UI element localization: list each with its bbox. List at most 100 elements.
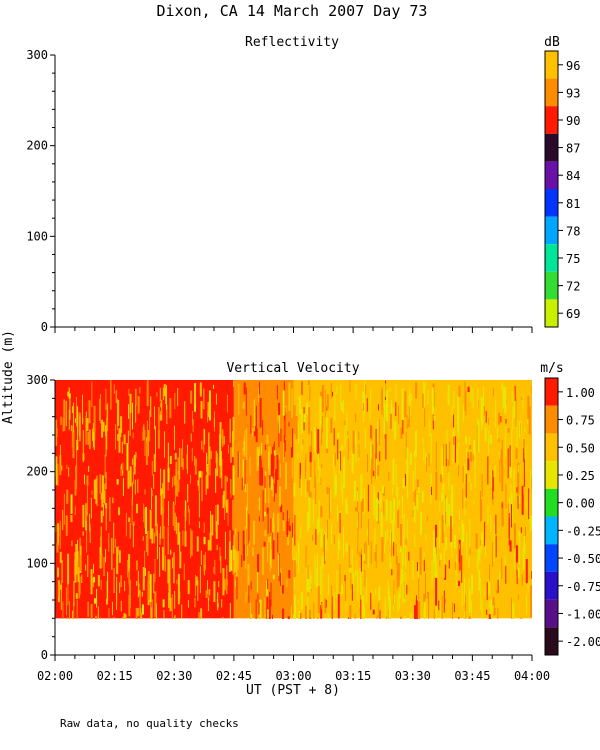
- velocity-cell: [237, 532, 239, 551]
- velocity-cell: [291, 457, 293, 479]
- velocity-cell: [422, 393, 425, 409]
- velocity-cell: [395, 464, 397, 497]
- velocity-cell: [65, 617, 67, 619]
- velocity-cell: [59, 551, 62, 563]
- velocity-cell: [67, 579, 69, 606]
- velocity-cell: [529, 493, 531, 525]
- velocity-cell: [226, 477, 228, 482]
- velocity-cell: [139, 387, 141, 394]
- velocity-cell: [91, 381, 93, 408]
- velocity-cell: [243, 441, 245, 451]
- velocity-colorbar-swatch: [545, 516, 558, 545]
- velocity-cell: [201, 440, 203, 450]
- velocity-cell: [396, 561, 398, 589]
- velocity-cell: [465, 473, 467, 498]
- velocity-x-tick-label: 02:45: [216, 669, 252, 683]
- velocity-cell: [233, 380, 235, 387]
- velocity-cell: [308, 609, 311, 619]
- velocity-cell: [88, 466, 90, 473]
- velocity-cell: [320, 391, 323, 399]
- velocity-cell: [266, 580, 269, 608]
- velocity-cell: [430, 486, 432, 496]
- velocity-cell: [446, 429, 448, 459]
- velocity-cell: [229, 603, 231, 619]
- velocity-cell: [307, 380, 310, 386]
- velocity-cell: [445, 495, 447, 524]
- velocity-cell: [86, 485, 88, 515]
- velocity-cell: [93, 429, 95, 450]
- velocity-cell: [145, 441, 148, 466]
- velocity-cell: [187, 580, 190, 595]
- velocity-cell: [128, 517, 131, 523]
- velocity-cell: [216, 452, 218, 470]
- velocity-cell: [513, 468, 515, 500]
- velocity-cell: [471, 600, 473, 619]
- velocity-cell: [516, 419, 518, 449]
- velocity-cell: [68, 393, 71, 399]
- velocity-cell: [203, 522, 205, 533]
- velocity-cell: [349, 567, 352, 573]
- velocity-cell: [317, 429, 320, 455]
- velocity-cell: [167, 467, 170, 483]
- velocity-cell: [57, 584, 59, 598]
- velocity-cell: [228, 541, 231, 572]
- velocity-cell: [280, 504, 283, 513]
- velocity-cell: [243, 382, 246, 395]
- velocity-cell: [75, 465, 78, 489]
- velocity-cell: [270, 582, 272, 607]
- velocity-cell: [145, 535, 148, 553]
- velocity-cell: [133, 521, 135, 526]
- velocity-cell: [450, 515, 452, 542]
- velocity-cell: [207, 410, 209, 423]
- velocity-cell: [381, 389, 383, 410]
- velocity-cell: [291, 388, 293, 418]
- velocity-cell: [330, 383, 332, 399]
- velocity-cell: [501, 465, 504, 492]
- velocity-cell: [424, 383, 426, 408]
- velocity-cell: [376, 459, 378, 480]
- velocity-cell: [85, 564, 87, 571]
- velocity-cell: [103, 491, 106, 504]
- velocity-cell: [389, 552, 391, 570]
- velocity-cell: [267, 536, 270, 543]
- velocity-cell: [457, 464, 459, 477]
- velocity-cell: [327, 573, 329, 596]
- velocity-cell: [116, 576, 118, 602]
- velocity-cell: [358, 431, 360, 441]
- velocity-cell: [154, 495, 157, 527]
- velocity-cell: [395, 402, 397, 417]
- velocity-cell: [310, 617, 312, 619]
- velocity-cell: [344, 425, 346, 449]
- velocity-cell: [377, 492, 379, 501]
- velocity-cell: [205, 552, 207, 571]
- velocity-colorbar-swatch: [545, 544, 558, 572]
- velocity-cell: [413, 502, 415, 517]
- velocity-cell: [428, 598, 430, 619]
- velocity-cell: [338, 539, 341, 550]
- reflectivity-colorbar-label: 81: [566, 197, 580, 211]
- velocity-cell: [129, 522, 131, 539]
- velocity-cell: [388, 596, 391, 619]
- velocity-cell: [258, 381, 260, 395]
- velocity-cell: [284, 440, 286, 452]
- velocity-cell: [483, 386, 485, 407]
- velocity-cell: [360, 567, 362, 600]
- velocity-cell: [68, 387, 70, 399]
- velocity-heatmap: [55, 380, 532, 619]
- velocity-cell: [457, 412, 459, 433]
- velocity-cell: [144, 568, 146, 576]
- velocity-cell: [325, 599, 327, 608]
- velocity-cell: [364, 543, 366, 564]
- velocity-colorbar-label: 1.00: [566, 386, 595, 400]
- velocity-cell: [531, 411, 532, 424]
- velocity-cell: [477, 418, 479, 424]
- velocity-cell: [360, 554, 362, 572]
- velocity-cell: [227, 498, 229, 526]
- velocity-cell: [365, 541, 367, 565]
- velocity-cell: [323, 535, 325, 553]
- velocity-cell: [266, 609, 269, 619]
- velocity-cell: [266, 596, 269, 619]
- velocity-cell: [221, 599, 223, 608]
- velocity-cell: [286, 579, 288, 588]
- velocity-cell: [415, 600, 418, 619]
